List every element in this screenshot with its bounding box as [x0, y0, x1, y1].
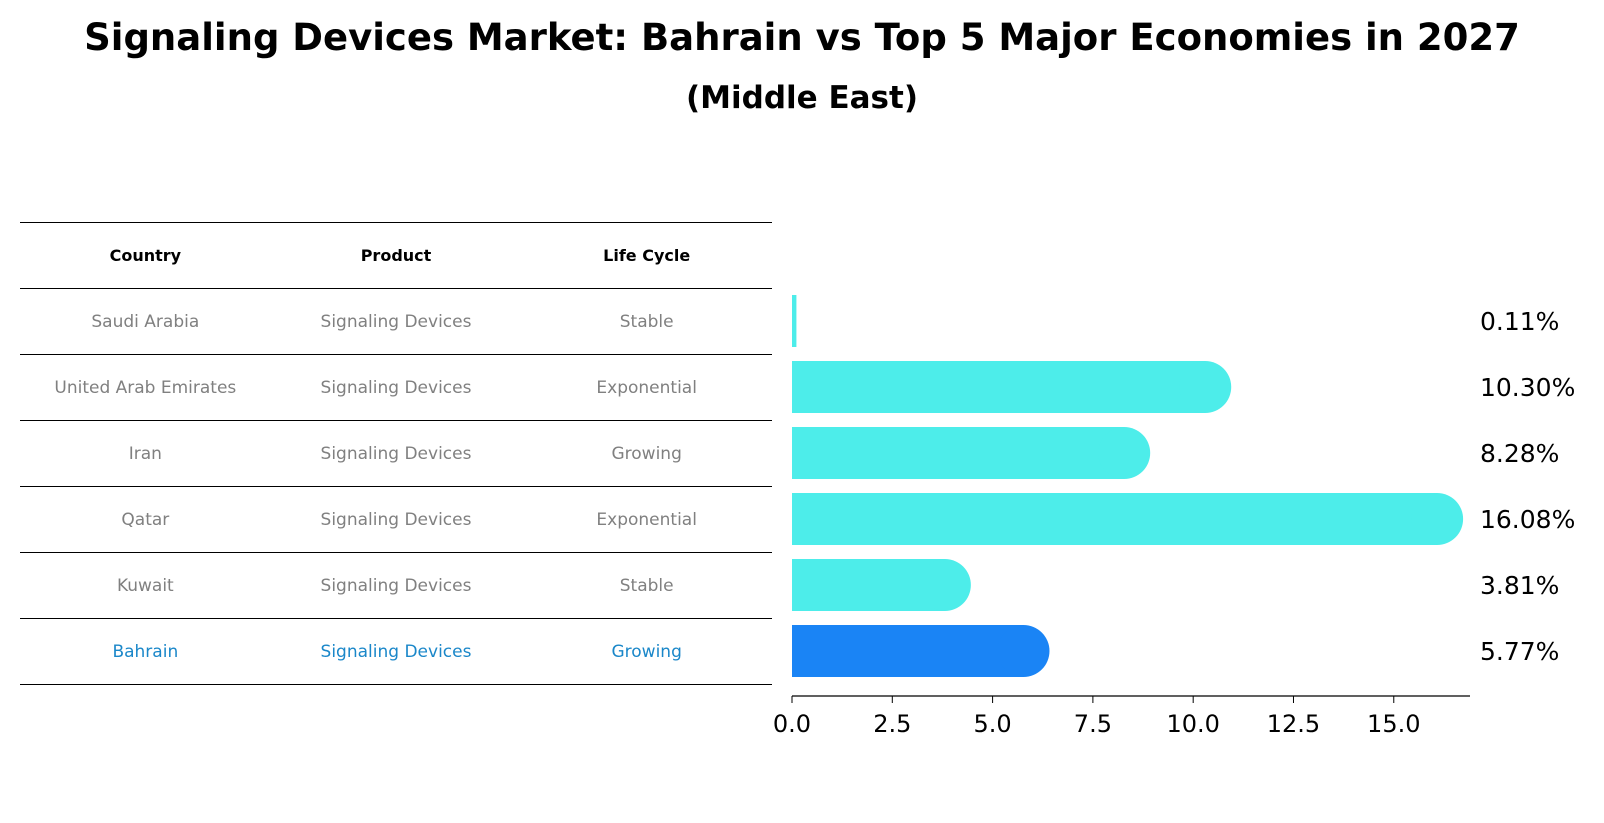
bar [792, 493, 1438, 545]
bar-cap [997, 625, 1050, 677]
life-cycle-cell: Growing [611, 443, 682, 464]
table-row: Saudi Arabia Signaling Devices Stable [20, 288, 772, 354]
chart-title: Signaling Devices Market: Bahrain vs Top… [84, 16, 1520, 59]
x-tick-label: 12.5 [1267, 710, 1320, 738]
x-tick-label: 2.5 [873, 710, 911, 738]
table-header-row: Country Product Life Cycle [20, 222, 772, 288]
product-cell: Signaling Devices [320, 311, 472, 332]
header-product: Product [360, 246, 432, 265]
data-label: 5.77% [1480, 637, 1559, 666]
country-cell: United Arab Emirates [54, 377, 237, 398]
life-cycle-cell: Stable [619, 575, 674, 596]
table-row: Qatar Signaling Devices Exponential [20, 486, 772, 552]
x-tick-label: 7.5 [1074, 710, 1112, 738]
product-cell: Signaling Devices [320, 575, 472, 596]
data-label: 8.28% [1480, 439, 1559, 468]
x-tick-label: 5.0 [974, 710, 1012, 738]
life-cycle-cell: Stable [619, 311, 674, 332]
life-cycle-cell: Growing [611, 641, 682, 662]
bar [792, 625, 1024, 677]
bar-cap [1098, 427, 1151, 479]
bar-cap [918, 559, 971, 611]
x-tick-label: 15.0 [1367, 710, 1420, 738]
bar [792, 427, 1125, 479]
table-row-highlight: Bahrain Signaling Devices Growing [20, 618, 772, 685]
table-row: Iran Signaling Devices Growing [20, 420, 772, 486]
bar [792, 295, 797, 347]
country-cell: Qatar [121, 509, 170, 530]
product-cell: Signaling Devices [320, 641, 472, 662]
data-label: 10.30% [1480, 373, 1575, 402]
country-cell: Iran [128, 443, 162, 464]
life-cycle-cell: Exponential [596, 377, 697, 398]
data-label: 16.08% [1480, 505, 1575, 534]
product-cell: Signaling Devices [320, 509, 472, 530]
data-label: 3.81% [1480, 571, 1559, 600]
x-tick-label: 10.0 [1166, 710, 1219, 738]
data-label: 0.11% [1480, 307, 1559, 336]
header-life-cycle: Life Cycle [603, 246, 691, 265]
bar-cap [1411, 493, 1464, 545]
product-cell: Signaling Devices [320, 443, 472, 464]
life-cycle-cell: Exponential [596, 509, 697, 530]
header-country: Country [109, 246, 182, 265]
x-tick-label: 0.0 [773, 710, 811, 738]
product-cell: Signaling Devices [320, 377, 472, 398]
bar-cap [1179, 361, 1232, 413]
country-cell: Saudi Arabia [91, 311, 200, 332]
chart-subtitle: (Middle East) [685, 80, 918, 116]
bar [792, 361, 1206, 413]
info-table: Country Product Life Cycle Saudi Arabia … [20, 222, 772, 685]
table-row: United Arab Emirates Signaling Devices E… [20, 354, 772, 420]
country-cell: Kuwait [116, 575, 174, 596]
table-row: Kuwait Signaling Devices Stable [20, 552, 772, 618]
country-cell: Bahrain [112, 641, 179, 662]
